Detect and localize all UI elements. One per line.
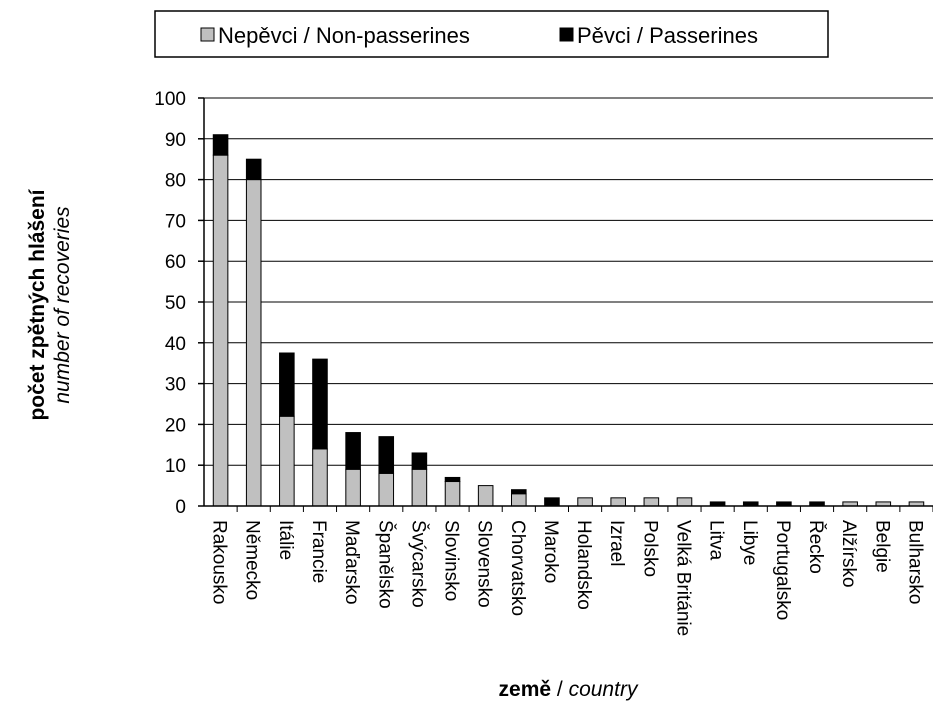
bar-segment-non-passerines — [411, 468, 428, 507]
x-category-label: Německo — [242, 520, 263, 600]
bar-segment-passerines — [411, 452, 428, 470]
x-category-label: Portugalsko — [772, 520, 793, 620]
y-tick-label: 20 — [165, 415, 186, 436]
x-category-label: Belgie — [871, 520, 892, 573]
bar-segment-non-passerines — [444, 481, 461, 507]
x-category-label: Holandsko — [573, 520, 594, 610]
y-tick-label: 70 — [165, 211, 186, 232]
legend: Nepěvci / Non-passerines Pěvci / Passeri… — [154, 10, 829, 58]
x-category-label: Alžírsko — [838, 520, 859, 588]
bar-segment-passerines — [378, 436, 395, 474]
y-axis-title-bold: počet zpětných hlášení — [26, 188, 49, 420]
bar-segment-non-passerines — [577, 497, 593, 507]
bar-segment-non-passerines — [212, 154, 229, 507]
y-tick-label: 10 — [165, 456, 186, 477]
bar-segment-non-passerines — [643, 497, 660, 507]
bar-segment-passerines — [279, 352, 295, 417]
y-tick-label: 90 — [165, 130, 186, 151]
bar-segment-non-passerines — [477, 485, 494, 507]
bar-segment-non-passerines — [245, 179, 262, 507]
x-category-label: Chorvatsko — [507, 520, 528, 616]
legend-label-non-passerines: Nepěvci / Non-passerines — [218, 23, 470, 48]
x-axis-title-bold: země — [499, 678, 552, 701]
x-category-label: Polsko — [639, 520, 660, 577]
y-tick-label: 100 — [154, 89, 186, 110]
x-category-label: Izrael — [606, 520, 627, 566]
legend-swatch-passerines — [559, 27, 574, 42]
bar-segment-non-passerines — [610, 497, 626, 507]
x-category-label: Litva — [706, 520, 727, 561]
x-category-label: Libye — [739, 520, 760, 565]
y-tick-label: 0 — [175, 497, 186, 518]
legend-label-passerines: Pěvci / Passerines — [577, 23, 758, 48]
x-category-label: Rakousko — [209, 520, 230, 605]
x-category-label: Řecko — [805, 520, 827, 574]
y-axis-title-italic: number of recoveries — [51, 206, 74, 404]
x-axis-title-italic: country — [569, 678, 639, 701]
y-tick-label: 40 — [165, 334, 186, 355]
bar-segment-passerines — [444, 476, 461, 483]
x-category-label: Maďarsko — [341, 520, 362, 605]
bar-segment-non-passerines — [279, 415, 295, 507]
bar-segment-passerines — [511, 489, 527, 495]
y-tick-label: 30 — [165, 375, 186, 396]
x-category-label: Maroko — [540, 520, 561, 583]
x-category-label: Francie — [308, 520, 329, 583]
x-axis-title-separator: / — [551, 678, 569, 701]
x-category-label: Slovinsko — [441, 520, 462, 601]
x-category-label: Švýcarsko — [407, 520, 429, 608]
bar-segment-passerines — [345, 432, 361, 470]
x-category-label: Španělsko — [374, 520, 396, 609]
bar-segment-non-passerines — [378, 472, 395, 507]
bar-segment-non-passerines — [345, 468, 361, 507]
y-tick-label: 50 — [165, 293, 186, 314]
bar-segment-non-passerines — [511, 493, 527, 507]
y-tick-label: 80 — [165, 171, 186, 192]
legend-box — [154, 10, 829, 58]
bar-segment-non-passerines — [312, 448, 328, 507]
x-category-label: Slovensko — [474, 520, 495, 608]
legend-swatch-non-passerines — [200, 27, 215, 42]
x-category-label: Bulharsko — [904, 520, 925, 605]
bar-segment-passerines — [544, 497, 560, 507]
bar-segment-passerines — [312, 358, 328, 450]
bar-segment-passerines — [245, 158, 262, 181]
bars — [212, 134, 925, 507]
x-axis-title: země / country — [499, 678, 639, 701]
bar-segment-non-passerines — [676, 497, 693, 507]
bar-segment-passerines — [212, 134, 229, 156]
x-category-label: Velká Británie — [672, 520, 693, 636]
y-axis-ticks: 0 10 20 30 40 50 60 70 80 90 100 — [154, 89, 204, 518]
x-category-label: Itálie — [275, 520, 296, 560]
y-tick-label: 60 — [165, 252, 186, 273]
x-axis-categories: Rakousko Německo Itálie Francie Maďarsko Špan… — [209, 506, 933, 636]
